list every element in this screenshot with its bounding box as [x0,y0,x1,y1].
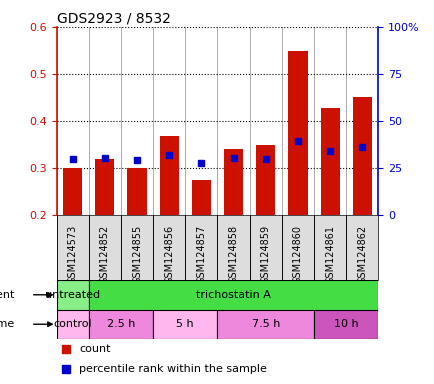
Text: GDS2923 / 8532: GDS2923 / 8532 [56,12,170,26]
Bar [95,159,114,215]
FancyBboxPatch shape [153,215,185,280]
FancyBboxPatch shape [217,215,249,280]
Bar [288,51,307,215]
FancyBboxPatch shape [121,215,153,280]
Text: count: count [79,344,110,354]
FancyBboxPatch shape [89,280,378,310]
Text: 5 h: 5 h [176,319,194,329]
Bar [191,180,210,215]
Text: GSM124860: GSM124860 [293,225,302,284]
Bar [159,136,178,215]
FancyBboxPatch shape [249,215,281,280]
Text: GSM124855: GSM124855 [132,225,141,284]
FancyBboxPatch shape [56,215,89,280]
FancyBboxPatch shape [281,215,313,280]
Text: GSM124861: GSM124861 [325,225,334,284]
Text: control: control [53,319,92,329]
Text: GSM124852: GSM124852 [100,225,109,284]
Text: agent: agent [0,290,15,300]
Text: GSM124858: GSM124858 [228,225,238,284]
Text: GSM124862: GSM124862 [357,225,366,284]
FancyBboxPatch shape [313,215,345,280]
FancyBboxPatch shape [89,310,153,339]
Text: GSM124859: GSM124859 [260,225,270,284]
FancyBboxPatch shape [185,215,217,280]
Text: time: time [0,319,15,329]
Text: untreated: untreated [45,290,100,300]
FancyBboxPatch shape [345,215,378,280]
Text: 2.5 h: 2.5 h [106,319,135,329]
FancyBboxPatch shape [56,280,89,310]
Bar [63,168,82,215]
Text: 7.5 h: 7.5 h [251,319,279,329]
Bar [127,168,146,215]
Bar [352,97,371,215]
Text: percentile rank within the sample: percentile rank within the sample [79,364,266,374]
FancyBboxPatch shape [153,310,217,339]
Text: trichostatin A: trichostatin A [196,290,270,300]
FancyBboxPatch shape [217,310,313,339]
Text: GSM124857: GSM124857 [196,225,206,284]
Text: GSM124573: GSM124573 [68,225,77,284]
Text: GSM124856: GSM124856 [164,225,174,284]
Bar [320,108,339,215]
FancyBboxPatch shape [56,310,89,339]
FancyBboxPatch shape [89,215,121,280]
FancyBboxPatch shape [313,310,378,339]
Bar [224,149,243,215]
Text: 10 h: 10 h [333,319,358,329]
Bar [256,145,275,215]
